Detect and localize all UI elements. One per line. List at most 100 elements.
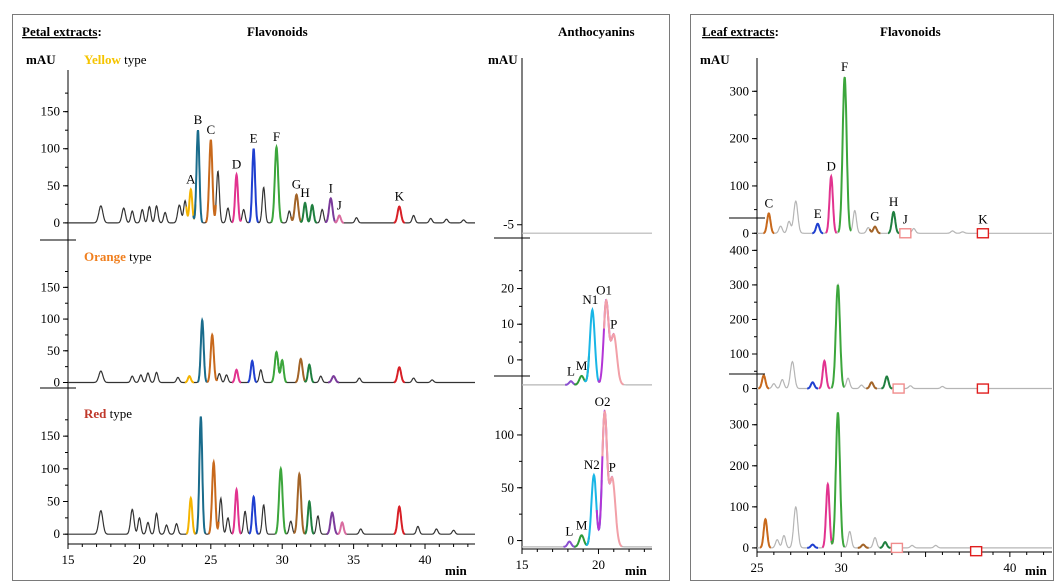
peak-I <box>324 196 337 224</box>
peak-label-D: D <box>826 158 835 173</box>
y-tick-label: 0 <box>743 381 750 396</box>
not-detected-marker <box>899 228 912 239</box>
leaf-flavonoids-title: Flavonoids <box>880 24 941 39</box>
petal-flavonoids-chart: 15 20 25 30 35 40 0 50 100 150 A BC DE F GH IJ K 0 50 100 15… <box>40 70 475 567</box>
leaf-extracts-header: Leaf extracts: <box>702 24 779 39</box>
mau-label-right: mAU <box>700 52 730 67</box>
y-tick-label: 200 <box>730 458 750 473</box>
x-tick-label: 30 <box>835 560 848 575</box>
peak-H <box>881 375 893 390</box>
peak-J <box>337 520 347 536</box>
peak-G <box>294 357 308 384</box>
anthocyanins-title: Anthocyanins <box>558 24 635 39</box>
peak-H <box>879 541 891 549</box>
y-tick-label: 100 <box>41 311 61 326</box>
y-tick-label: 0 <box>54 374 61 389</box>
peak-F <box>274 465 287 535</box>
peak-label-N1: N1 <box>582 292 598 307</box>
peak-label-M: M <box>576 358 588 373</box>
yellow-type-label: Yellow type <box>84 52 147 67</box>
peak-label-K: K <box>395 189 405 204</box>
peak-label-C: C <box>764 195 773 210</box>
peak-H <box>887 210 900 235</box>
y-tick-label: 200 <box>730 131 750 146</box>
leaf-flavonoids-panel-3: 0 100 200 300 <box>729 373 1052 557</box>
petal-flavonoids-panel-3: 0 50 100 150 <box>40 387 475 541</box>
x-tick-label: 40 <box>419 552 432 567</box>
chromatogram-trace <box>68 416 475 535</box>
peak-B <box>195 416 207 535</box>
peak-E <box>807 543 819 549</box>
peak-O1 <box>597 298 615 383</box>
peak-label-L: L <box>565 524 573 539</box>
peak-label-E: E <box>250 131 258 146</box>
leaf-flavonoids-panel-1: 0 100 200 300 C E D F GHJ K <box>730 59 1052 240</box>
leaf-extracts-frame <box>690 14 1054 581</box>
x-tick-label: 25 <box>751 560 764 575</box>
peak-E <box>807 381 819 390</box>
y-tick-label: 0 <box>508 533 515 548</box>
peak-D <box>231 171 243 224</box>
peak-F <box>276 357 288 384</box>
peak-label-L: L <box>567 363 575 378</box>
peak-label-B: B <box>194 112 203 127</box>
y-tick-label: 150 <box>41 428 61 443</box>
peak-E <box>812 222 824 235</box>
peak-D <box>231 368 242 384</box>
y-tick-label: 100 <box>41 141 61 156</box>
y-tick-label: 300 <box>730 277 750 292</box>
petal-flavonoids-panel-2: 0 50 100 150 <box>40 239 475 389</box>
peak-P <box>603 298 624 386</box>
y-tick-label: 0 <box>54 215 61 230</box>
y-tick-label: 150 <box>41 279 61 294</box>
not-detected-marker <box>890 542 904 554</box>
chromatogram-trace <box>68 130 475 224</box>
peak-C <box>757 374 770 390</box>
y-tick-label: 0 <box>743 225 750 240</box>
peak-label-P: P <box>609 459 616 474</box>
peak-B <box>192 129 204 223</box>
x-tick-label: 20 <box>592 557 605 572</box>
petal-flavonoids-panel-1: 0 50 100 150 A BC DE F GH IJ K <box>41 92 475 230</box>
peak-label-C: C <box>206 122 215 137</box>
leaf-flavonoids-panel-2: 0 100 200 300 400 <box>729 217 1052 396</box>
y-tick-label: 0 <box>508 352 515 367</box>
peak-label-J: J <box>337 197 342 212</box>
y-tick-label: 20 <box>501 281 514 296</box>
peak-N2 <box>585 472 603 546</box>
mau-label-left: mAU <box>26 52 56 67</box>
peak-G <box>290 193 303 223</box>
marker-label-K: K <box>978 211 988 226</box>
peak-label-G: G <box>292 177 301 192</box>
y-tick-label: 50 <box>47 178 60 193</box>
y-tick-label: 100 <box>41 461 61 476</box>
y-tick-label: 200 <box>730 311 750 326</box>
peak-C <box>204 139 217 223</box>
y-tick-label: 10 <box>501 316 514 331</box>
peak-K <box>393 505 406 535</box>
peak-F <box>830 284 845 389</box>
chromatogram-trace <box>68 320 475 384</box>
peak-C <box>207 458 220 535</box>
x-tick-label: 30 <box>276 552 289 567</box>
peak-label-D: D <box>232 157 241 172</box>
peak-B <box>196 316 208 383</box>
y-tick-label: 100 <box>730 499 750 514</box>
y-tick-label: 400 <box>730 242 750 257</box>
peak-F <box>270 143 283 224</box>
peak-label-N2: N2 <box>584 457 600 472</box>
peak-D <box>818 359 831 390</box>
not-detected-marker <box>969 545 983 557</box>
peak-E <box>248 148 260 223</box>
peak-H <box>306 203 318 224</box>
y-tick-label: 150 <box>41 104 61 119</box>
peak-D <box>821 481 835 549</box>
peak-D <box>231 486 242 535</box>
chromatogram-trace <box>757 282 1052 390</box>
petal-extracts-header: Petal extracts: <box>22 24 102 39</box>
x-tick-label: 25 <box>204 552 217 567</box>
